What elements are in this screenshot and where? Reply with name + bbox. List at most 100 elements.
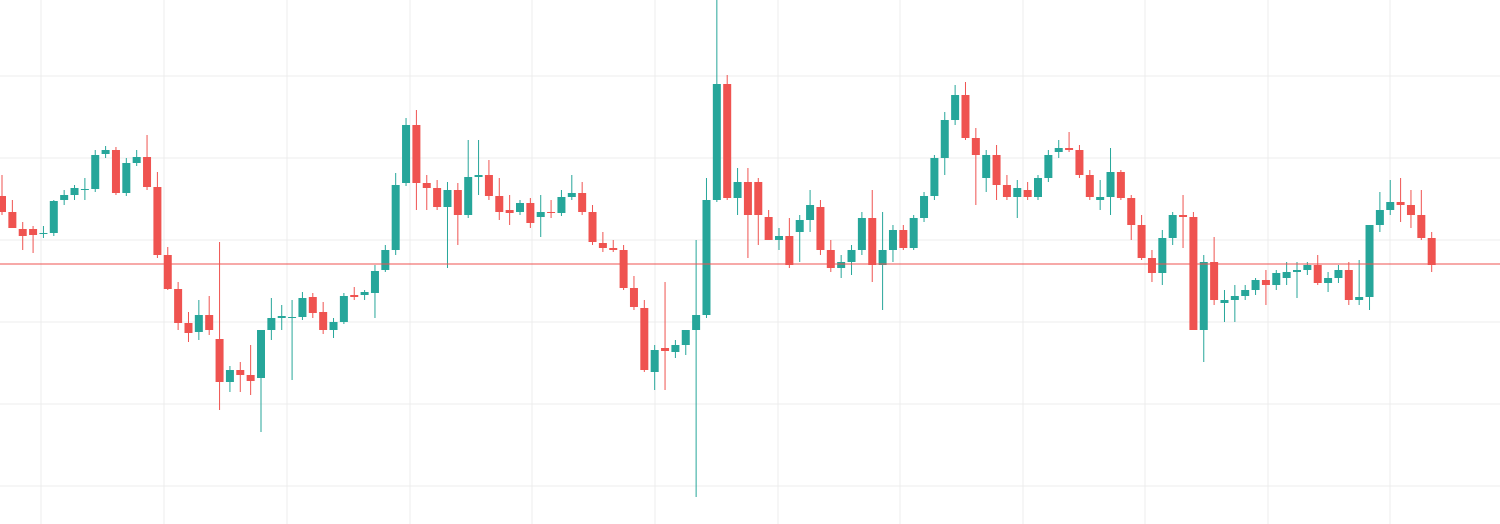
candle-body: [1406, 205, 1415, 215]
candle-body: [681, 330, 690, 345]
candle-body: [1179, 215, 1188, 217]
candle-body: [1272, 273, 1281, 285]
candle-body: [888, 230, 897, 250]
candle-body: [1199, 262, 1208, 330]
candle-body: [246, 375, 255, 381]
candle-body: [80, 189, 89, 190]
candle-body: [743, 182, 752, 215]
candle-body: [1054, 148, 1063, 152]
candle-body: [1230, 296, 1239, 300]
candle-body: [1044, 155, 1053, 178]
candle-body: [940, 120, 949, 158]
candle-body: [1313, 265, 1322, 283]
candle-body: [1023, 190, 1032, 197]
candle-body: [215, 339, 224, 382]
candle-body: [578, 193, 587, 212]
candle-body: [39, 233, 48, 234]
candle-body: [1106, 172, 1115, 197]
candle-body: [1127, 198, 1136, 225]
candle-body: [339, 296, 348, 322]
candle-body: [111, 150, 120, 193]
candle-body: [132, 157, 141, 163]
candle-body: [370, 271, 379, 293]
candle-body: [257, 330, 265, 378]
candle-body: [1189, 217, 1198, 330]
candle-body: [930, 158, 939, 196]
candle-body: [1220, 300, 1229, 303]
candle-body: [1075, 150, 1084, 175]
candle-body: [588, 212, 597, 242]
candle-body: [308, 297, 317, 313]
candle-body: [598, 243, 607, 248]
candle-body: [184, 323, 193, 333]
candle-body: [453, 190, 462, 215]
candle-body: [951, 95, 960, 120]
candle-body: [1147, 258, 1156, 273]
candle-body: [433, 188, 442, 207]
candle-body: [1013, 188, 1022, 197]
candle-body: [1355, 297, 1364, 300]
candle-body: [319, 312, 328, 330]
candle-body: [733, 182, 742, 198]
candle-body: [1251, 280, 1260, 290]
candle-body: [267, 318, 276, 330]
candle-body: [712, 84, 721, 200]
candle-body: [640, 308, 649, 370]
candle-body: [143, 157, 152, 187]
candle-body: [122, 163, 131, 193]
candle-body: [1365, 225, 1374, 297]
candle-body: [516, 203, 524, 212]
candle-body: [8, 212, 17, 228]
candle-body: [1210, 262, 1219, 300]
candle-body: [629, 288, 638, 307]
candle-body: [775, 236, 783, 240]
candles: [0, 0, 1436, 497]
candle-body: [225, 370, 234, 382]
candle-body: [1427, 238, 1436, 265]
candle-body: [1261, 280, 1270, 285]
candle-body: [91, 155, 100, 189]
candle-body: [702, 200, 711, 315]
candle-body: [1065, 148, 1074, 150]
candle-body: [650, 350, 659, 372]
candle-body: [692, 315, 701, 330]
candle-body: [70, 188, 79, 195]
candle-body: [557, 197, 566, 213]
candle-body: [857, 218, 866, 250]
candle-body: [277, 316, 286, 318]
candle-body: [443, 190, 452, 207]
candle-body: [785, 236, 794, 265]
candle-body: [816, 207, 825, 250]
candle-body: [381, 250, 390, 270]
candle-body: [920, 196, 929, 218]
candle-body: [236, 370, 245, 375]
candle-body: [412, 125, 421, 183]
candle-body: [484, 175, 493, 196]
candle-body: [536, 212, 545, 217]
candle-body: [391, 185, 400, 250]
candle-body: [1085, 175, 1094, 197]
candle-body: [329, 322, 338, 330]
candle-body: [464, 177, 473, 215]
candle-body: [350, 295, 359, 297]
candle-body: [526, 203, 535, 223]
candle-body: [422, 183, 431, 188]
candle-body: [899, 230, 908, 248]
candle-body: [29, 229, 38, 235]
candle-body: [174, 289, 183, 323]
candle-body: [619, 250, 628, 288]
candle-body: [1386, 202, 1395, 210]
candle-body: [1375, 210, 1384, 225]
candle-body: [723, 84, 732, 198]
candle-body: [194, 315, 203, 332]
candle-body: [163, 255, 172, 289]
candle-body: [1396, 202, 1405, 205]
candle-body: [795, 220, 804, 232]
candle-body: [1417, 215, 1426, 238]
candle-body: [1324, 278, 1333, 283]
candle-body: [495, 196, 504, 212]
candle-body: [1282, 272, 1291, 278]
vertical-grid: [40, 0, 1391, 524]
